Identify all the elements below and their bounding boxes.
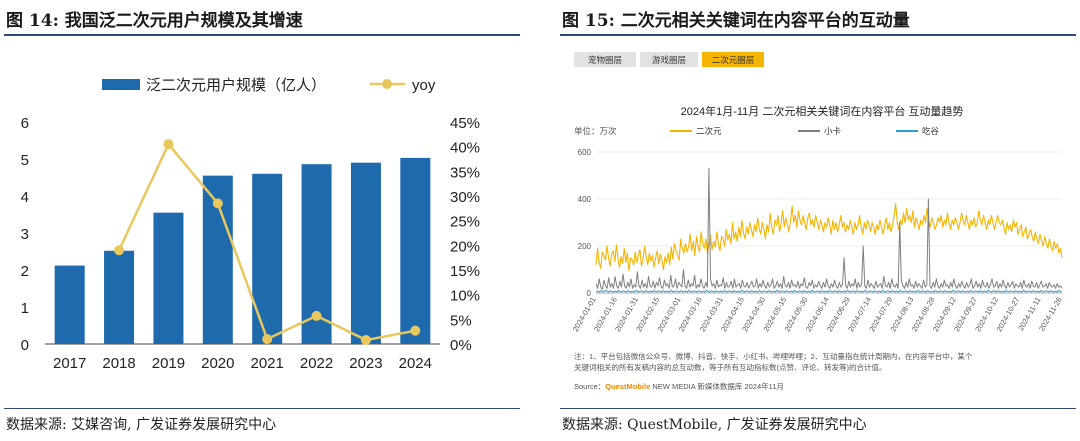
yoy-point bbox=[311, 310, 322, 321]
left-title-rule bbox=[4, 34, 520, 36]
y-right-tick-label: 45% bbox=[450, 115, 480, 132]
y-left-tick-label: 4 bbox=[21, 189, 29, 206]
y-left-tick-label: 0 bbox=[21, 337, 29, 354]
yoy-point bbox=[163, 139, 174, 150]
tab-label: 游戏圈层 bbox=[652, 55, 686, 65]
y-left-tick-label: 6 bbox=[21, 115, 29, 132]
tab-2 bbox=[640, 52, 698, 67]
tab-label: 二次元圈层 bbox=[712, 55, 755, 65]
x-tick-label: 2017 bbox=[53, 355, 86, 372]
series-line-3 bbox=[595, 289, 1063, 293]
right-figure-title: 图 15: 二次元相关关键词在内容平台的互动量 bbox=[562, 11, 910, 31]
right-title-rule bbox=[560, 34, 1076, 36]
y-right-tick-label: 5% bbox=[450, 312, 472, 329]
legend-label: 吃谷 bbox=[922, 126, 940, 136]
legend-label: 二次元 bbox=[696, 126, 722, 136]
source-prefix: Source： bbox=[574, 382, 605, 391]
y-tick-label: 400 bbox=[578, 195, 592, 204]
x-tick-label: 2019 bbox=[152, 355, 185, 372]
tab-3 bbox=[702, 52, 764, 67]
y-left-tick-label: 2 bbox=[21, 263, 29, 280]
bar bbox=[54, 265, 85, 344]
left-figure-title: 图 14: 我国泛二次元用户规模及其增速 bbox=[6, 11, 303, 31]
right-bottom-rule bbox=[560, 408, 1076, 409]
x-tick-label: 2018 bbox=[102, 355, 135, 372]
yoy-point bbox=[262, 334, 273, 345]
bar bbox=[153, 212, 184, 344]
source-rest: NEW MEDIA 新媒体数据库 2024年11月 bbox=[650, 381, 784, 391]
series-line-2 bbox=[595, 167, 1063, 290]
x-tick-label: 2024 bbox=[399, 355, 432, 372]
right-chart: 宠物圈层 游戏圈层 二次元圈层 2024年1月-11月 二次元相关关键词在内容平台 互… bbox=[571, 52, 1064, 391]
note-line-1: 注：1、平台包括微信公众号、微博、抖音、快手、小红书、哔哩哔哩；2、互动量指在统… bbox=[574, 351, 973, 361]
y-tick-label: 0 bbox=[587, 289, 592, 298]
series-line-1 bbox=[595, 203, 1063, 272]
yoy-point bbox=[212, 198, 223, 209]
left-source: 数据来源: 艾媒咨询, 广发证券发展研究中心 bbox=[6, 417, 277, 433]
unit-label: 单位：万次 bbox=[574, 126, 617, 136]
legend-line-marker bbox=[382, 79, 392, 89]
x-tick-label: 2021 bbox=[251, 355, 284, 372]
y-right-tick-label: 15% bbox=[450, 263, 480, 280]
bar bbox=[350, 162, 381, 344]
legend-label: 小卡 bbox=[824, 126, 842, 136]
x-tick-label: 2022 bbox=[300, 355, 333, 372]
y-right-tick-label: 30% bbox=[450, 189, 480, 206]
yoy-point bbox=[360, 335, 371, 346]
x-tick-label: 2020 bbox=[201, 355, 234, 372]
y-right-tick-label: 0% bbox=[450, 337, 472, 354]
right-source: 数据来源: QuestMobile, 广发证券发展研究中心 bbox=[562, 417, 867, 433]
y-right-tick-label: 25% bbox=[450, 214, 480, 231]
bar bbox=[252, 173, 283, 344]
yoy-point bbox=[410, 325, 421, 336]
y-left-tick-label: 5 bbox=[21, 152, 29, 169]
source-brand: QuestMobile bbox=[605, 382, 650, 391]
yoy-point bbox=[114, 245, 125, 256]
note-line-2: 关键词相关的所有发稿内容的总互动数，等于所有互动指标数(点赞、评论、转发等)的合… bbox=[574, 362, 887, 372]
left-chart: 0 1 2 3 4 5 6 0% 5% 10% 15% 20% 25% 30% 35% 40% 45% 2017 2… bbox=[21, 77, 480, 372]
left-bottom-rule bbox=[4, 408, 520, 409]
legend-line-label: yoy bbox=[412, 77, 436, 94]
y-right-tick-label: 35% bbox=[450, 164, 480, 181]
y-tick-label: 200 bbox=[578, 242, 592, 251]
x-tick-label: 2023 bbox=[349, 355, 382, 372]
bar bbox=[104, 250, 135, 344]
legend-bar-swatch bbox=[102, 79, 140, 90]
y-left-tick-label: 3 bbox=[21, 226, 29, 243]
legend-bar-label: 泛二次元用户规模（亿人） bbox=[146, 77, 326, 94]
tab-label: 宠物圈层 bbox=[588, 55, 622, 65]
tab-1 bbox=[574, 52, 636, 67]
y-tick-label: 600 bbox=[578, 148, 592, 157]
chart-source-line: Source：QuestMobile NEW MEDIA 新媒体数据库 2024… bbox=[574, 381, 784, 391]
y-left-tick-label: 1 bbox=[21, 300, 29, 317]
y-right-tick-label: 20% bbox=[450, 238, 480, 255]
y-right-tick-label: 10% bbox=[450, 288, 480, 305]
bar bbox=[400, 157, 431, 344]
chart-title: 2024年1月-11月 二次元相关关键词在内容平台 互动量趋势 bbox=[681, 104, 964, 118]
y-right-tick-label: 40% bbox=[450, 140, 480, 157]
